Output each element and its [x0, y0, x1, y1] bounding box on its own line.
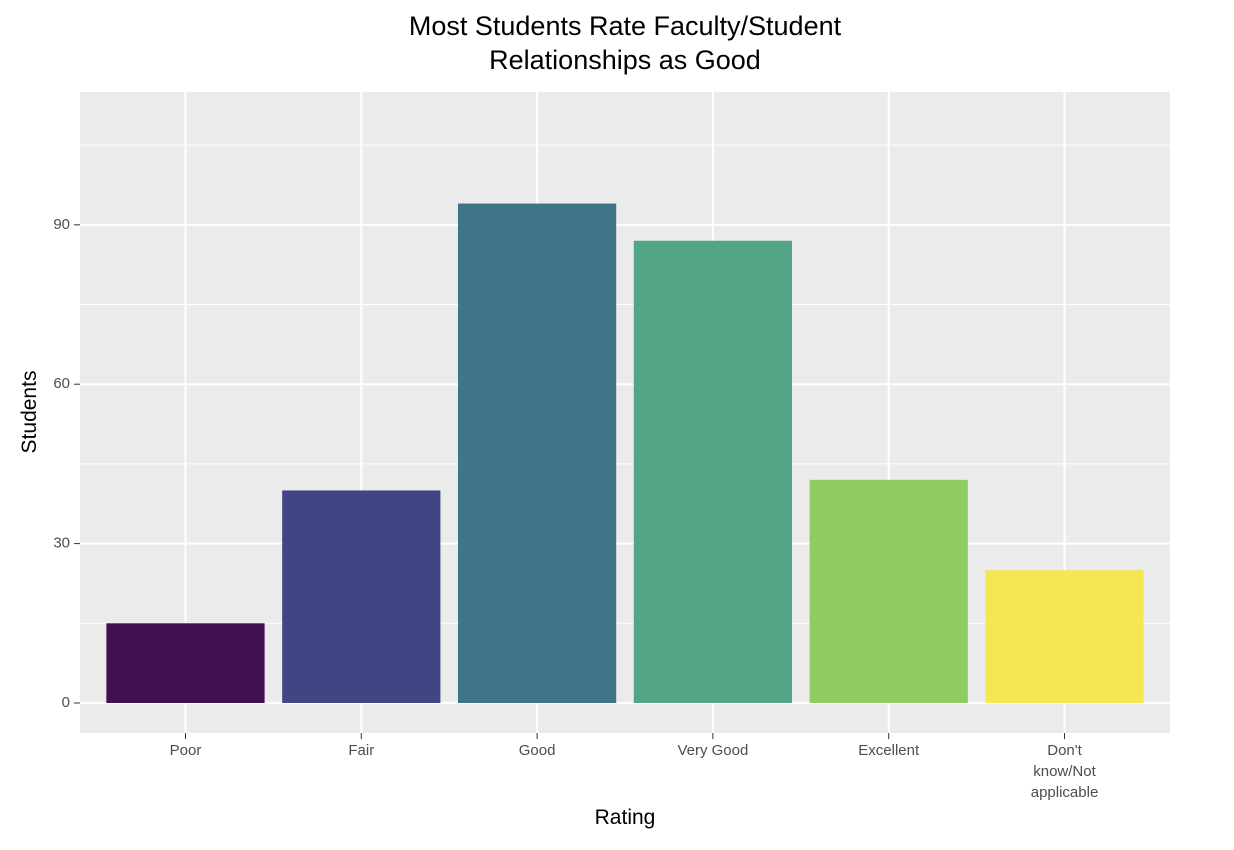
- y-tick-label: 30: [53, 535, 70, 552]
- x-axis-title: Rating: [595, 806, 656, 829]
- x-tick-label: Don't know/Not applicable: [1031, 742, 1099, 801]
- x-tick-label: Fair: [348, 742, 374, 759]
- bar: [809, 479, 968, 703]
- bar: [282, 490, 441, 703]
- bar: [633, 240, 793, 703]
- y-tick-label: 60: [53, 375, 70, 392]
- x-tick-label: Very Good: [677, 742, 748, 759]
- bar: [106, 623, 265, 703]
- x-tick-label: Good: [519, 742, 556, 759]
- y-tick-label: 90: [53, 216, 70, 233]
- x-tick-label: Excellent: [858, 742, 920, 759]
- y-axis-title: Students: [18, 371, 41, 454]
- bar: [985, 570, 1144, 703]
- chart-title: Most Students Rate Faculty/Student Relati…: [409, 11, 842, 75]
- bar: [457, 203, 617, 703]
- x-tick-label: Poor: [170, 742, 202, 759]
- y-tick-label: 0: [62, 694, 70, 711]
